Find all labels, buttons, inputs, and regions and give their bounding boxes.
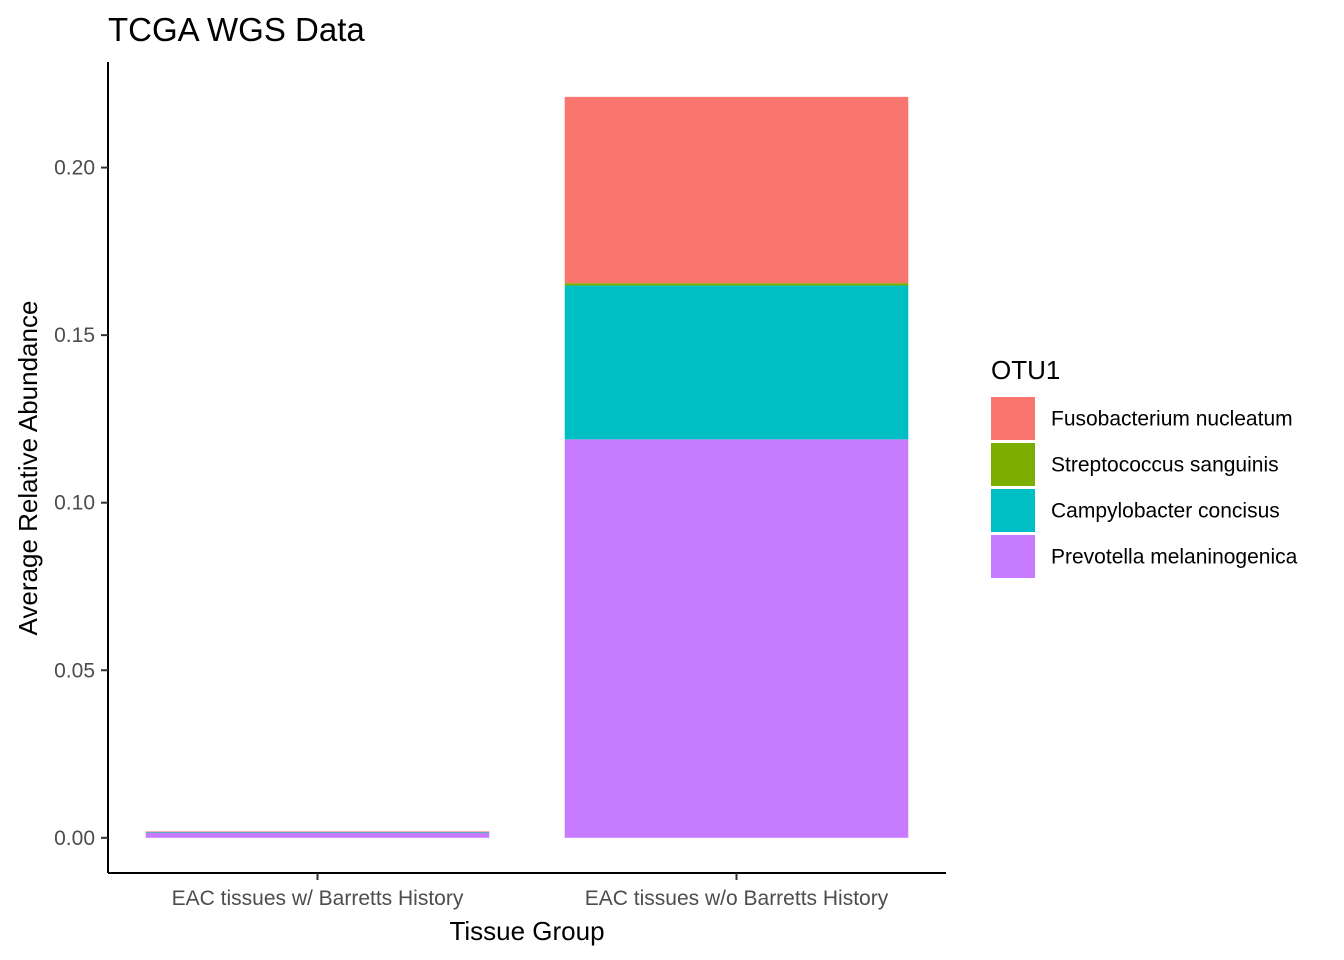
y-tick-label: 0.05	[54, 659, 95, 682]
legend-label-fusobacterium-nucleatum: Fusobacterium nucleatum	[1051, 408, 1293, 431]
y-tick-label: 0.10	[54, 492, 95, 515]
legend-key-streptococcus-sanguinis	[991, 443, 1035, 486]
bars-layer	[145, 96, 909, 838]
y-tick-label: 0.15	[54, 324, 95, 347]
legend-label-campylobacter-concisus: Campylobacter concisus	[1051, 500, 1280, 523]
legend-title: OTU1	[991, 355, 1060, 385]
legend-label-prevotella-melaninogenica: Prevotella melaninogenica	[1051, 546, 1298, 569]
bar-segment-prevotella-melaninogenica-2	[564, 439, 909, 838]
bar-segment-fusobacterium-nucleatum-1	[145, 831, 490, 833]
legend-key-prevotella-melaninogenica	[991, 535, 1035, 578]
bar-segment-prevotella-melaninogenica-1	[145, 832, 490, 838]
legend: OTU1 Fusobacterium nucleatum Streptococcu…	[991, 355, 1298, 578]
x-axis-title: Tissue Group	[449, 916, 604, 946]
y-tick-label: 0.20	[54, 157, 95, 180]
y-tick-label: 0.00	[54, 827, 95, 850]
x-axis: EAC tissues w/ Barretts History EAC tissu…	[108, 872, 946, 910]
y-axis-title: Average Relative Abundance	[13, 301, 43, 636]
bar-segment-campylobacter-concisus-1	[145, 832, 490, 833]
x-tick-label: EAC tissues w/ Barretts History	[172, 887, 464, 910]
bar-segment-fusobacterium-nucleatum-2	[564, 96, 909, 284]
legend-key-fusobacterium-nucleatum	[991, 397, 1035, 440]
legend-label-streptococcus-sanguinis: Streptococcus sanguinis	[1051, 454, 1279, 477]
bar-segment-campylobacter-concisus-2	[564, 285, 909, 440]
chart-title: TCGA WGS Data	[108, 11, 365, 48]
x-tick-label: EAC tissues w/o Barretts History	[585, 887, 889, 910]
y-axis: 0.00 0.05 0.10 0.15 0.20	[54, 62, 109, 873]
legend-key-campylobacter-concisus	[991, 489, 1035, 532]
bar-segment-streptococcus-sanguinis-2	[564, 283, 909, 286]
